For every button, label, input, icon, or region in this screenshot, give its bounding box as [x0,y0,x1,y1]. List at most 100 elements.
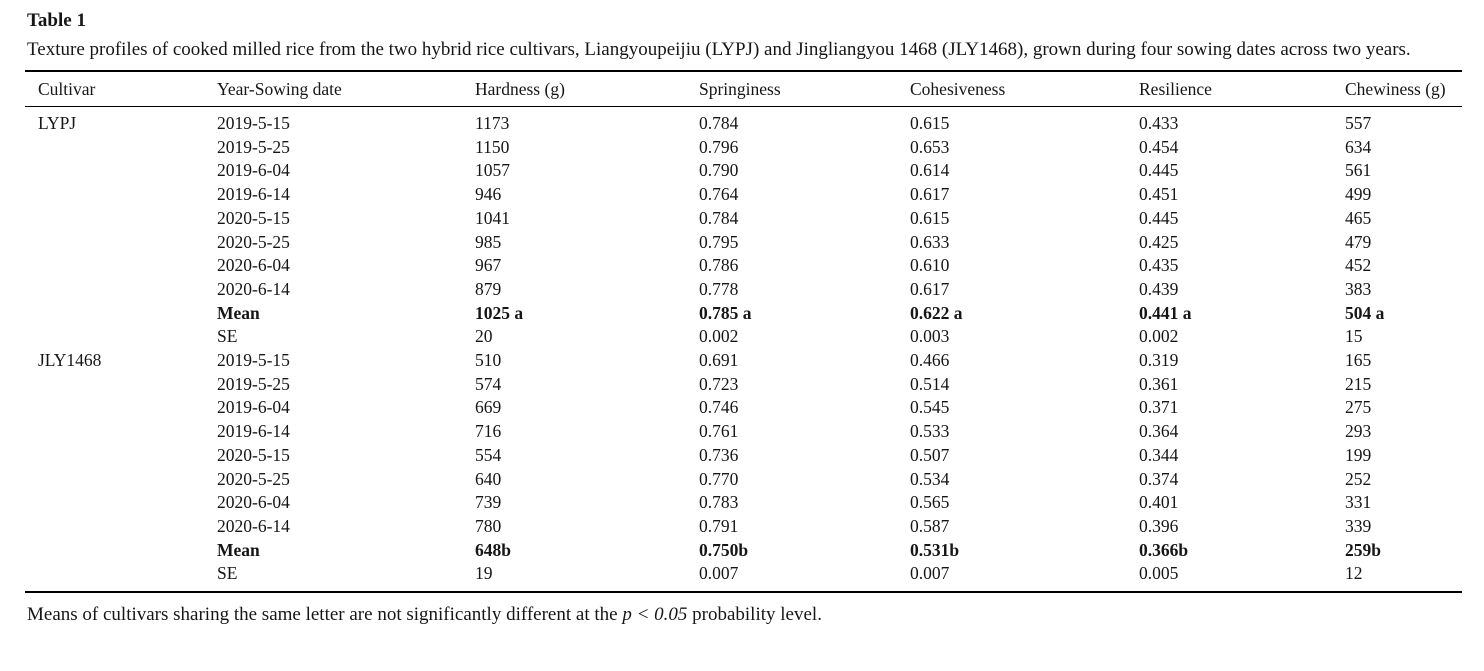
chewiness-cell: 465 [1345,207,1372,228]
table-row: 2020-5-25 985 0.795 0.633 0.425 479 [25,231,1462,255]
resilience-cell: 0.344 [1139,444,1179,465]
springiness-cell: 0.786 [699,255,739,276]
cohesiveness-cell: 0.633 [910,231,950,252]
chewiness-cell: 557 [1345,113,1372,133]
cultivar-cell [25,136,217,160]
table-row: 2019-6-04 669 0.746 0.545 0.371 275 [25,396,1462,420]
cultivar-cell [25,278,217,302]
cultivar-cell [25,183,217,207]
hardness-cell: 780 [475,515,502,536]
table-row: 2020-6-14 879 0.778 0.617 0.439 383 [25,278,1462,302]
chewiness-cell: 252 [1345,468,1372,489]
col-header-springiness: Springiness [699,71,910,107]
resilience-cell: 0.445 [1139,207,1179,228]
springiness-cell: 0.778 [699,278,739,299]
resilience-cell: 0.364 [1139,421,1179,442]
sowing-date-cell: 2020-5-25 [217,231,290,252]
hardness-cell: 1150 [475,136,510,157]
resilience-cell: 0.445 [1139,160,1179,181]
springiness-cell: 0.723 [699,373,739,394]
sowing-date-cell: 2020-5-15 [217,207,290,228]
cohesiveness-cell: 0.531b [910,539,960,560]
cohesiveness-cell: 0.622 a [910,302,963,323]
chewiness-cell: 12 [1345,563,1363,584]
springiness-cell: 0.791 [699,515,739,536]
sowing-date-cell: 2019-6-04 [217,160,290,181]
table-row: Mean 648b 0.750b 0.531b 0.366b 259b [25,539,1462,563]
table-row: SE 19 0.007 0.007 0.005 12 [25,562,1462,592]
resilience-cell: 0.435 [1139,255,1179,276]
springiness-cell: 0.796 [699,136,739,157]
sowing-date-cell: SE [217,326,238,347]
hardness-cell: 967 [475,255,502,276]
hardness-cell: 1173 [475,113,510,133]
resilience-cell: 0.361 [1139,373,1179,394]
resilience-cell: 0.005 [1139,563,1179,584]
chewiness-cell: 293 [1345,421,1372,442]
sowing-date-cell: 2020-6-04 [217,255,290,276]
cultivar-cell [25,515,217,539]
table-body: LYPJ 2019-5-15 1173 0.784 0.615 0.433 55… [25,107,1462,593]
chewiness-cell: 504 a [1345,302,1385,323]
cohesiveness-cell: 0.610 [910,255,950,276]
cohesiveness-cell: 0.466 [910,350,950,371]
hardness-cell: 1057 [475,160,510,181]
hardness-cell: 716 [475,421,502,442]
sowing-date-cell: 2019-5-15 [217,350,290,371]
springiness-cell: 0.783 [699,492,739,513]
cultivar-cell [25,562,217,592]
resilience-cell: 0.454 [1139,136,1179,157]
table-row: 2020-6-14 780 0.791 0.587 0.396 339 [25,515,1462,539]
springiness-cell: 0.007 [699,563,739,584]
chewiness-cell: 165 [1345,350,1372,371]
resilience-cell: 0.002 [1139,326,1179,347]
cohesiveness-cell: 0.533 [910,421,950,442]
hardness-cell: 574 [475,373,502,394]
footnote-stat-threshold: p < 0.05 [622,604,688,626]
hardness-cell: 879 [475,278,502,299]
sowing-date-cell: 2020-5-25 [217,468,290,489]
cohesiveness-cell: 0.617 [910,278,950,299]
table-row: Mean 1025 a 0.785 a 0.622 a 0.441 a 504 … [25,302,1462,326]
cultivar-cell [25,207,217,231]
cohesiveness-cell: 0.514 [910,373,950,394]
chewiness-cell: 383 [1345,278,1372,299]
table-row: 2019-5-25 1150 0.796 0.653 0.454 634 [25,136,1462,160]
chewiness-cell: 339 [1345,515,1372,536]
springiness-cell: 0.790 [699,160,739,181]
texture-profile-table: Cultivar Year-Sowing date Hardness (g) S… [25,70,1462,594]
table-row: JLY1468 2019-5-15 510 0.691 0.466 0.319 … [25,349,1462,373]
resilience-cell: 0.319 [1139,350,1179,371]
cultivar-cell [25,468,217,492]
hardness-cell: 510 [475,350,502,371]
springiness-cell: 0.770 [699,468,739,489]
chewiness-cell: 479 [1345,231,1372,252]
sowing-date-cell: 2020-6-04 [217,492,290,513]
table-row: SE 20 0.002 0.003 0.002 15 [25,325,1462,349]
sowing-date-cell: 2019-5-25 [217,373,290,394]
cohesiveness-cell: 0.534 [910,468,950,489]
cultivar-cell [25,254,217,278]
hardness-cell: 554 [475,444,502,465]
chewiness-cell: 452 [1345,255,1372,276]
col-header-cultivar: Cultivar [25,71,217,107]
cohesiveness-cell: 0.507 [910,444,950,465]
springiness-cell: 0.785 a [699,302,752,323]
table-footnote: Means of cultivars sharing the same lett… [27,602,1462,627]
chewiness-cell: 15 [1345,326,1363,347]
table-row: 2019-6-14 716 0.761 0.533 0.364 293 [25,420,1462,444]
springiness-cell: 0.746 [699,397,739,418]
cohesiveness-cell: 0.007 [910,563,950,584]
hardness-cell: 20 [475,326,493,347]
sowing-date-cell: Mean [217,302,260,323]
hardness-cell: 1025 a [475,302,524,323]
footnote-text-pre: Means of cultivars sharing the same lett… [27,604,623,626]
table-row: 2019-6-14 946 0.764 0.617 0.451 499 [25,183,1462,207]
col-header-resilience: Resilience [1139,71,1345,107]
sowing-date-cell: 2020-6-14 [217,515,290,536]
hardness-cell: 648b [475,539,511,560]
table-header: Cultivar Year-Sowing date Hardness (g) S… [25,71,1462,107]
chewiness-cell: 259b [1345,539,1381,560]
table-row: 2020-5-25 640 0.770 0.534 0.374 252 [25,468,1462,492]
cultivar-cell: LYPJ [38,113,77,133]
